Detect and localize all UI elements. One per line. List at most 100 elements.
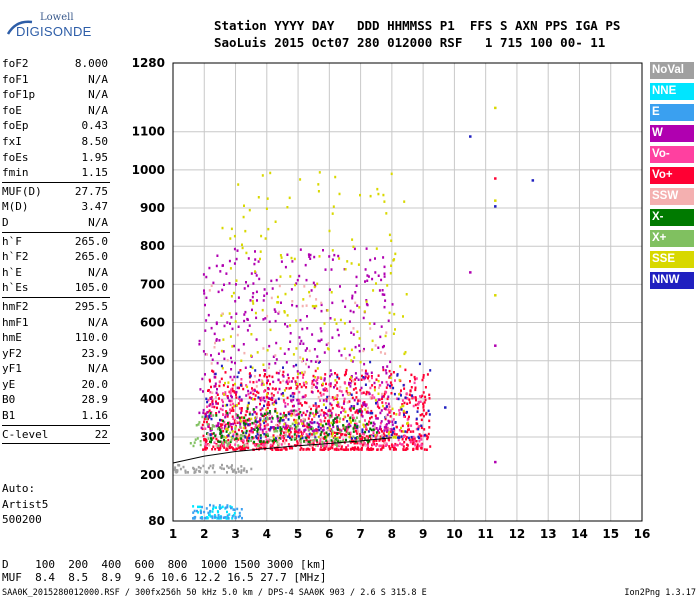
echo-point bbox=[248, 411, 251, 414]
echo-point bbox=[260, 446, 263, 450]
param-value: 8.50 bbox=[81, 134, 109, 148]
x-tick-label: 9 bbox=[419, 527, 427, 541]
echo-point bbox=[359, 360, 362, 364]
param-group-5: C-level 22 bbox=[2, 427, 110, 443]
echo-point bbox=[358, 306, 361, 309]
echo-point bbox=[359, 425, 361, 428]
echo-point bbox=[207, 399, 210, 402]
x-tick-label: 14 bbox=[571, 527, 588, 541]
echo-point bbox=[234, 427, 237, 430]
echo-point bbox=[403, 415, 405, 418]
echo-point bbox=[235, 257, 238, 261]
echo-point bbox=[363, 442, 366, 445]
echo-point bbox=[233, 511, 236, 515]
auto-version: 500200 bbox=[2, 513, 42, 527]
echo-point bbox=[361, 405, 364, 408]
echo-point bbox=[193, 441, 196, 444]
echo-point bbox=[325, 398, 328, 401]
echo-point bbox=[228, 513, 231, 516]
echo-point bbox=[230, 356, 232, 360]
echo-point bbox=[220, 349, 223, 353]
echo-point bbox=[288, 426, 291, 430]
echo-point bbox=[251, 366, 254, 370]
echo-point bbox=[315, 431, 318, 435]
echo-point bbox=[328, 396, 330, 399]
echo-point bbox=[244, 421, 246, 424]
echo-point bbox=[361, 437, 364, 441]
echo-point bbox=[404, 396, 407, 399]
echo-point bbox=[364, 404, 367, 408]
echo-point bbox=[302, 432, 304, 435]
echo-point bbox=[217, 510, 220, 514]
echo-point bbox=[236, 414, 239, 417]
echo-point bbox=[315, 379, 318, 383]
echo-point bbox=[262, 431, 265, 435]
echo-point bbox=[364, 403, 367, 406]
echo-point bbox=[363, 401, 366, 404]
echo-point bbox=[313, 348, 316, 351]
legend-item: W bbox=[650, 125, 694, 142]
echo-point bbox=[342, 438, 345, 442]
echo-point bbox=[375, 437, 378, 440]
echo-point bbox=[297, 412, 300, 416]
echo-point bbox=[345, 425, 348, 429]
echo-point bbox=[210, 396, 213, 399]
echo-point bbox=[231, 435, 234, 438]
echo-point bbox=[299, 439, 302, 443]
echo-point bbox=[255, 435, 258, 438]
echo-point bbox=[414, 403, 417, 407]
echo-point bbox=[288, 434, 291, 437]
echo-point bbox=[266, 412, 269, 415]
header-line1: Station YYYY DAY DDD HHMMSS P1 FFS S AXN… bbox=[214, 18, 621, 33]
echo-point bbox=[338, 436, 341, 439]
echo-point bbox=[313, 448, 316, 451]
echo-point bbox=[378, 406, 381, 410]
echo-point bbox=[429, 445, 432, 448]
echo-point bbox=[325, 439, 328, 442]
echo-point bbox=[220, 440, 223, 444]
echo-point bbox=[265, 423, 268, 427]
echo-point bbox=[415, 440, 418, 443]
legend-item: X- bbox=[650, 209, 694, 226]
echo-point bbox=[263, 443, 266, 446]
echo-point bbox=[417, 400, 420, 404]
param-value: 1.16 bbox=[81, 409, 109, 423]
echo-point bbox=[298, 415, 301, 419]
echo-point bbox=[400, 408, 403, 411]
echo-point bbox=[222, 444, 225, 447]
echo-point bbox=[260, 234, 263, 238]
echo-point bbox=[376, 400, 379, 404]
echo-point bbox=[269, 427, 272, 431]
echo-point bbox=[296, 434, 298, 438]
echo-point bbox=[367, 275, 370, 278]
echo-point bbox=[290, 399, 293, 402]
echo-point bbox=[347, 448, 350, 451]
echo-point bbox=[289, 394, 292, 398]
echo-point bbox=[201, 377, 204, 381]
echo-point bbox=[350, 348, 353, 352]
echo-point bbox=[363, 362, 366, 366]
echo-point bbox=[232, 433, 235, 436]
echo-point bbox=[331, 423, 334, 427]
echo-point bbox=[312, 412, 314, 415]
echo-point bbox=[266, 197, 269, 200]
echo-point bbox=[290, 288, 293, 291]
echo-point bbox=[310, 427, 313, 431]
echo-point bbox=[208, 378, 211, 382]
echo-point bbox=[384, 402, 387, 405]
echo-point bbox=[225, 516, 228, 519]
echo-point bbox=[311, 446, 314, 449]
echo-point bbox=[390, 373, 393, 376]
y-tick-label: 600 bbox=[140, 316, 165, 330]
echo-point bbox=[223, 357, 226, 361]
echo-point bbox=[338, 192, 341, 196]
echo-point bbox=[389, 360, 392, 364]
echo-point bbox=[232, 291, 235, 295]
echo-point bbox=[286, 373, 289, 377]
echo-point bbox=[349, 416, 352, 419]
echo-point bbox=[410, 440, 413, 443]
echo-point bbox=[279, 381, 282, 384]
echo-point bbox=[355, 422, 358, 426]
echo-point bbox=[329, 427, 331, 431]
echo-point bbox=[219, 428, 222, 431]
